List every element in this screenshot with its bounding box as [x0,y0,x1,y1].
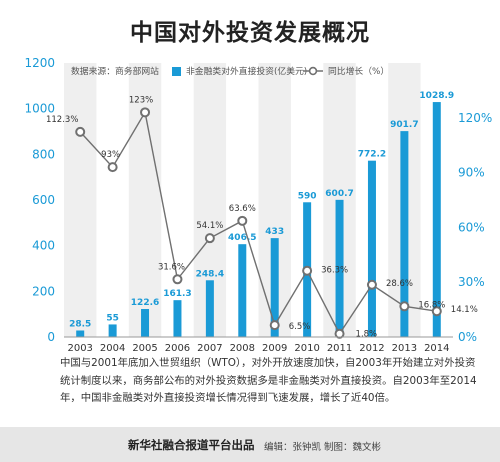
x-tick-label-2003: 2003 [67,343,92,354]
growth-point-2005 [140,107,151,118]
growth-point-2004 [107,162,118,173]
legend-line-marker [308,66,318,76]
growth-label-2004: 93% [101,150,120,160]
legend-bar-swatch [172,67,181,76]
y-left-tick-label: 800 [32,147,55,161]
bar-2012 [367,160,376,337]
x-tick-label-2006: 2006 [165,343,190,354]
growth-label-2014: 14.1% [451,305,478,315]
band-2003 [64,63,97,337]
growth-point-2008 [237,215,248,226]
growth-label-2011: 1.8% [356,330,378,340]
growth-point-2009 [269,320,280,331]
bar-label-2003: 28.5 [69,319,91,329]
bar-2004 [108,324,117,337]
bar-label-2011: 600.7 [325,189,353,199]
growth-label-2005: 123% [129,95,153,105]
y-right-tick-label: 120% [458,111,492,125]
y-axis-left: 0 200 400 600 800 1000 1200 [24,56,55,344]
bar-label-2005: 122.6 [131,298,159,308]
x-tick-label-2010: 2010 [294,343,319,354]
bar-2003 [76,330,85,337]
y-left-tick-label: 1200 [24,56,55,70]
growth-point-2010 [302,265,313,276]
legend-bar-label: 非金融类对外直接投资(亿美元) [186,65,307,77]
growth-point-2011 [334,328,345,339]
x-tick-label-2004: 2004 [100,343,125,354]
x-axis: 2003 2004 2005 2006 2007 2008 2009 2010 2011 2012… [64,336,453,354]
growth-label-2006: 31.6% [158,262,185,272]
chart-title: 中国对外投资发展概况 [130,20,370,46]
x-tick-label-2007: 2007 [197,343,222,354]
growth-point-2006 [172,274,183,285]
bar-2013 [400,131,409,337]
y-right-tick-label: 30% [458,275,485,289]
legend-line-label: 同比增长（%） [328,65,389,77]
bar-label-2014: 1028.9 [419,91,454,101]
bar-label-2009: 433 [265,227,284,237]
x-tick-label-2012: 2012 [359,343,384,354]
description-text: 中国与2001年底加入世贸组织（WTO），对外开放速度加快，自2003年开始建立… [60,357,477,404]
bar-label-2006: 161.3 [163,289,191,299]
footer-credits: 编辑：张钟凯 制图：魏文彬 [264,442,382,453]
growth-label-2009: 6.5% [289,322,311,332]
growth-label-2007: 54.1% [196,221,223,231]
legend: 数据来源：商务部网站 非金融类对外直接投资(亿美元) 同比增长（%） [71,65,389,77]
y-left-tick-label: 0 [47,330,55,344]
bar-label-2008: 406.5 [228,233,256,243]
bar-label-2010: 590 [298,191,317,201]
growth-label-2012: 28.6% [386,279,413,289]
footer-source: 新华社融合报道平台出品 [128,438,255,452]
y-axis-right: 0% 30% 60% 90% 120% [458,111,492,344]
y-right-tick-label: 90% [458,166,485,180]
bar-2008 [238,244,247,337]
x-tick-label-2014: 2014 [424,343,449,354]
chart: 数据来源：商务部网站 非金融类对外直接投资(亿美元) 同比增长（%） 02004… [24,56,492,354]
growth-line-series [75,107,442,339]
growth-point-2012 [366,279,377,290]
growth-point-2007 [204,233,215,244]
y-right-tick-label: 0% [458,330,477,344]
bar-2009 [270,238,279,337]
bar-label-2004: 55 [106,313,119,323]
growth-label-2003: 112.3% [46,115,78,125]
bar-label-2007: 248.4 [196,269,224,279]
x-tick-label-2009: 2009 [262,343,287,354]
x-tick-label-2005: 2005 [132,343,157,354]
bar-label-2013: 901.7 [390,120,418,130]
y-left-tick-label: 1000 [24,102,55,116]
x-tick-label-2011: 2011 [327,343,352,354]
growth-label-2008: 63.6% [229,204,256,214]
growth-line [79,110,437,336]
bar-2006 [173,300,182,337]
growth-point-2014 [431,306,442,317]
growth-point-2013 [399,301,410,312]
bar-2007 [205,280,214,337]
bar-value-labels: 28.5 55 122.6 161.3 248.4 406.5 433 590 600.7 772… [69,91,454,329]
growth-label-2013: 16.8% [418,300,445,310]
x-tick-label-2008: 2008 [230,343,255,354]
footer: 新华社融合报道平台出品 编辑：张钟凯 制图：魏文彬 [0,427,500,462]
bar-2014 [432,102,441,337]
bar-label-2012: 772.2 [358,150,386,160]
bar-2005 [141,309,150,337]
legend-source-note: 数据来源：商务部网站 [71,65,159,77]
y-left-tick-label: 400 [32,239,55,253]
growth-label-2010: 36.3% [321,266,348,276]
y-left-tick-label: 200 [32,284,55,298]
growth-value-labels: 112.3% 93% 123% 31.6% 54.1% 63.6% 6.5% 36.3% 1.8… [46,95,478,339]
y-left-tick-label: 600 [32,193,55,207]
y-right-tick-label: 60% [458,220,485,234]
bar-2011 [335,199,344,337]
growth-point-2003 [75,126,86,137]
x-tick-label-2013: 2013 [392,343,417,354]
